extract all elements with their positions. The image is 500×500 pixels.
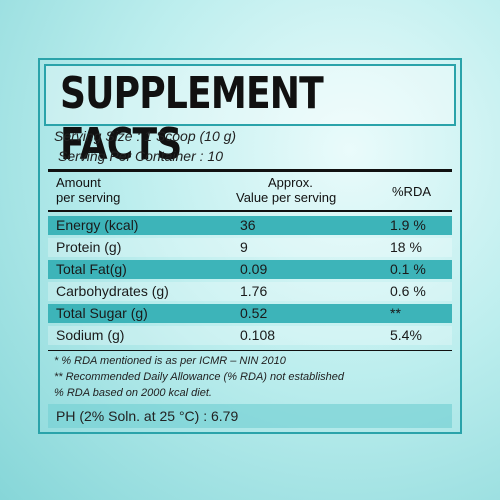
table-cell: 0.6 % [390,283,426,299]
footnote: ** Recommended Daily Allowance (% RDA) n… [54,371,345,383]
table-cell: 18 % [390,239,422,255]
rule [48,169,452,172]
table-cell: 0.1 % [390,261,426,277]
table-row: Total Fat(g) 0.09 0.1 % [48,260,452,279]
table-cell: 0.108 [240,327,276,343]
table-cell: 0.52 [240,305,268,321]
header-cell: %RDA [392,184,432,199]
title: SUPPLEMENT FACTS [60,68,324,170]
table-cell: Total Sugar (g) [56,305,148,321]
table-cell: 1.76 [240,283,268,299]
ph-value: PH (2% Soln. at 25 °C) : 6.79 [56,408,239,424]
header-cell: Approx. [268,175,313,190]
table-cell: 36 [240,217,256,233]
serving-per-container: Serving Per Container : 10 [58,148,223,164]
serving-size: Serving Size : 1 Scoop (10 g) [54,128,237,144]
table-cell: 9 [240,239,248,255]
header-cell: Amount [56,175,101,190]
table-cell: ** [390,305,401,321]
header-cell: per serving [56,190,121,205]
footnote: % RDA based on 2000 kcal diet. [54,387,212,399]
table-cell: 5.4% [390,327,422,343]
table-cell: Energy (kcal) [56,217,139,233]
table-row: Total Sugar (g) 0.52 ** [48,304,452,323]
table-cell: 0.09 [240,261,268,277]
footnote: * % RDA mentioned is as per ICMR – NIN 2… [54,355,286,367]
panel-border [38,58,462,434]
table-row: Protein (g) 9 18 % [48,238,452,257]
rule [48,350,452,351]
table-row: Sodium (g) 0.108 5.4% [48,326,452,345]
table-cell: Carbohydrates (g) [56,283,169,299]
table-cell: Protein (g) [56,239,122,255]
table-cell: Sodium (g) [56,327,125,343]
rule [48,210,452,212]
ph-box [48,404,452,428]
table-cell: 1.9 % [390,217,426,233]
table-row: Energy (kcal) 36 1.9 % [48,216,452,235]
header-cell: Value per serving [236,190,337,205]
table-row: Carbohydrates (g) 1.76 0.6 % [48,282,452,301]
table-cell: Total Fat(g) [56,261,127,277]
title-box [44,64,456,126]
